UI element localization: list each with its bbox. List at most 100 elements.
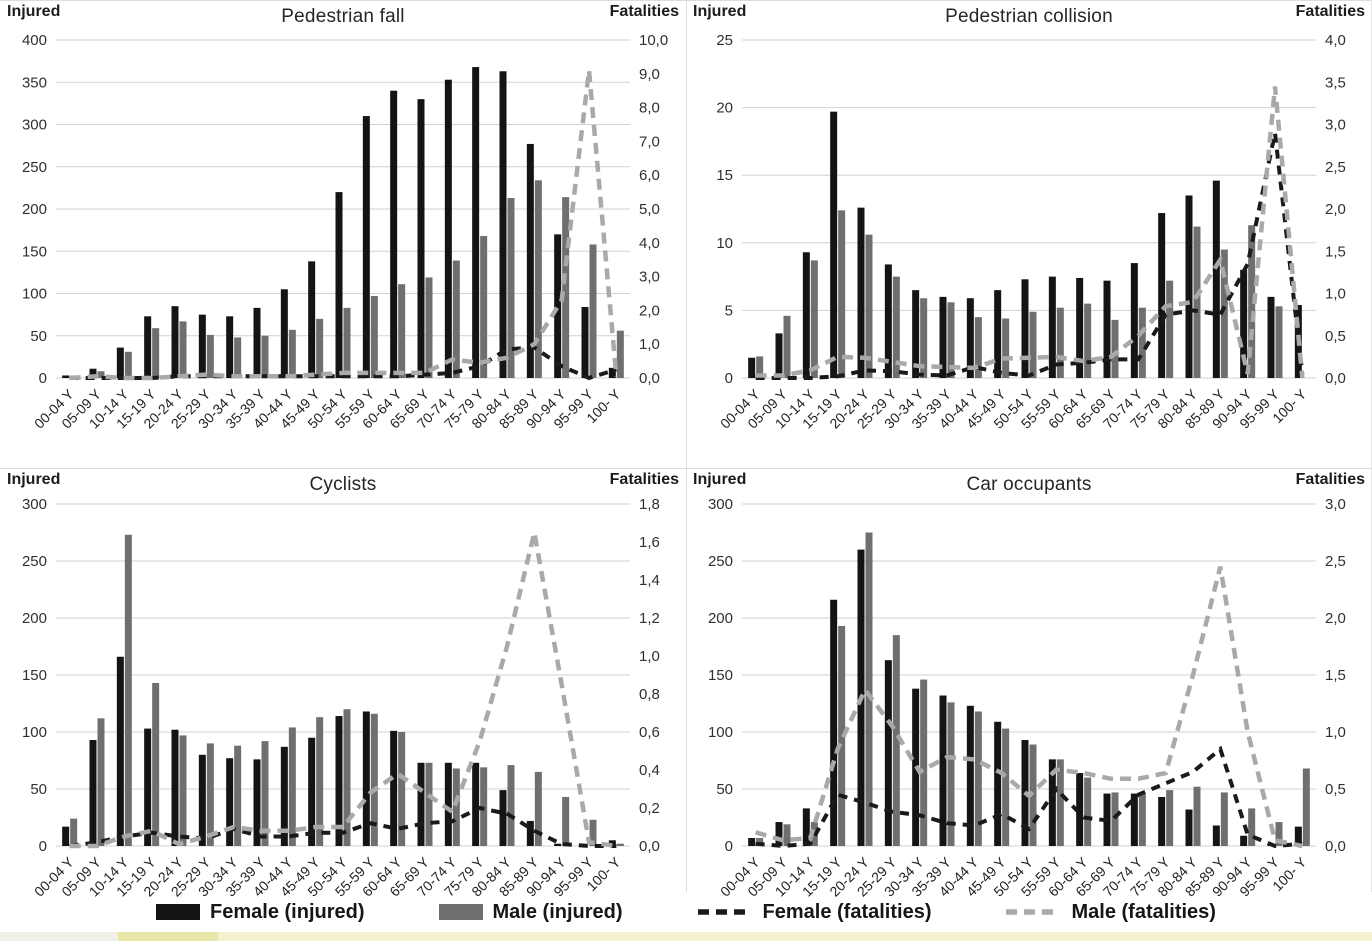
svg-text:8,0: 8,0 xyxy=(639,100,660,117)
svg-text:300: 300 xyxy=(22,496,47,513)
svg-text:3,0: 3,0 xyxy=(639,269,660,286)
svg-text:250: 250 xyxy=(708,553,733,570)
svg-text:100: 100 xyxy=(708,724,733,741)
svg-text:100: 100 xyxy=(22,286,47,303)
legend-item-male-fatalities: Male (fatalities) xyxy=(1005,900,1216,924)
right-axis-title: Fatalities xyxy=(1295,471,1365,488)
svg-text:300: 300 xyxy=(22,117,47,134)
svg-text:50: 50 xyxy=(30,781,47,798)
svg-text:2,0: 2,0 xyxy=(1325,201,1346,218)
chart-panel-pedestrian-fall: Injured Pedestrian fall Fatalities 0 50 10… xyxy=(0,0,686,468)
legend-label: Female (fatalities) xyxy=(762,900,932,923)
cyclists-chart: 0 50 100 150 200 250 300 0,0 0,2 0,4 0,6 0,8 1,0 1,2 1… xyxy=(22,496,660,900)
male-fatalities-swatch xyxy=(1005,904,1061,920)
panel-divider-horizontal xyxy=(0,468,1372,469)
svg-text:10: 10 xyxy=(716,235,733,252)
svg-text:0,0: 0,0 xyxy=(639,370,660,387)
female-fatalities-swatch xyxy=(697,904,753,920)
svg-text:1,0: 1,0 xyxy=(639,648,660,665)
svg-text:2,5: 2,5 xyxy=(1325,159,1346,176)
svg-text:20: 20 xyxy=(716,100,733,117)
chart-title: Pedestrian collision xyxy=(945,6,1113,27)
right-axis-title: Fatalities xyxy=(609,471,679,488)
svg-text:200: 200 xyxy=(22,201,47,218)
right-axis-title: Fatalities xyxy=(1295,3,1365,20)
svg-text:0,8: 0,8 xyxy=(639,686,660,703)
svg-text:10,0: 10,0 xyxy=(639,32,668,49)
svg-text:5,0: 5,0 xyxy=(639,201,660,218)
svg-text:350: 350 xyxy=(22,74,47,91)
svg-text:1,5: 1,5 xyxy=(1325,667,1346,684)
svg-text:3,0: 3,0 xyxy=(1325,117,1346,134)
male-injured-swatch xyxy=(438,904,483,920)
svg-text:0,0: 0,0 xyxy=(1325,370,1346,387)
svg-text:200: 200 xyxy=(708,610,733,627)
svg-text:1,4: 1,4 xyxy=(639,572,660,589)
legend-label: Female (injured) xyxy=(210,900,365,923)
chart-panel-pedestrian-collision: Injured Pedestrian collision Fatalities … xyxy=(686,0,1372,468)
chart-panel-car-occupants: Injured Car occupants Fatalities 0 50 100 1… xyxy=(686,468,1372,900)
svg-text:6,0: 6,0 xyxy=(639,167,660,184)
pedestrian-collision-chart: 05101520250,00,51,01,52,02,53,03,54,000-… xyxy=(716,32,1346,432)
right-axis-title: Fatalities xyxy=(609,3,679,20)
left-axis-title: Injured xyxy=(7,471,61,488)
legend-item-male-injured: Male (injured) xyxy=(438,900,623,924)
svg-text:150: 150 xyxy=(22,243,47,260)
svg-text:100: 100 xyxy=(22,724,47,741)
female-injured-swatch xyxy=(156,904,201,920)
svg-text:0,0: 0,0 xyxy=(1325,838,1346,855)
svg-text:0,5: 0,5 xyxy=(1325,328,1346,345)
svg-text:0,5: 0,5 xyxy=(1325,781,1346,798)
svg-text:0: 0 xyxy=(725,838,733,855)
svg-text:1,6: 1,6 xyxy=(639,534,660,551)
svg-text:2,0: 2,0 xyxy=(1325,610,1346,627)
svg-text:1,5: 1,5 xyxy=(1325,243,1346,260)
highlight-strip xyxy=(0,932,1372,941)
legend-item-female-fatalities: Female (fatalities) xyxy=(697,900,932,924)
svg-text:4,0: 4,0 xyxy=(639,235,660,252)
svg-text:7,0: 7,0 xyxy=(639,133,660,150)
svg-text:5: 5 xyxy=(725,302,733,319)
svg-text:250: 250 xyxy=(22,159,47,176)
svg-text:0,2: 0,2 xyxy=(639,800,660,817)
legend-label: Male (injured) xyxy=(492,900,623,923)
svg-text:9,0: 9,0 xyxy=(639,66,660,83)
svg-text:4,0: 4,0 xyxy=(1325,32,1346,49)
chart-panel-cyclists: Injured Cyclists Fatalities 0 50 100 150 200… xyxy=(0,468,686,900)
legend-label: Male (fatalities) xyxy=(1071,900,1216,923)
svg-text:0,0: 0,0 xyxy=(639,838,660,855)
chart-title: Cyclists xyxy=(309,474,377,495)
svg-text:25: 25 xyxy=(716,32,733,49)
svg-text:3,5: 3,5 xyxy=(1325,74,1346,91)
svg-text:2,0: 2,0 xyxy=(639,302,660,319)
svg-text:0,6: 0,6 xyxy=(639,724,660,741)
svg-text:50: 50 xyxy=(30,328,47,345)
panel-divider-vertical xyxy=(686,0,687,892)
highlight-strip-segment xyxy=(0,932,118,941)
svg-text:150: 150 xyxy=(708,667,733,684)
svg-text:1,8: 1,8 xyxy=(639,496,660,513)
svg-text:1,0: 1,0 xyxy=(1325,286,1346,303)
charts-grid: Injured Pedestrian fall Fatalities 0 50 10… xyxy=(0,0,1372,900)
pedestrian-fall-chart: 0 50 100 150 200 250 300 350 400 0,0 1,0 2,0 3,0 4,0 5… xyxy=(22,32,668,432)
svg-text:200: 200 xyxy=(22,610,47,627)
svg-text:0: 0 xyxy=(725,370,733,387)
svg-text:150: 150 xyxy=(22,667,47,684)
svg-text:250: 250 xyxy=(22,553,47,570)
highlight-strip-segment xyxy=(218,932,1372,941)
svg-text:0: 0 xyxy=(39,838,47,855)
car-occupants-chart: 0501001502002503000,00,51,01,52,02,53,00… xyxy=(708,496,1346,900)
svg-text:0: 0 xyxy=(39,370,47,387)
highlight-strip-segment xyxy=(118,932,218,941)
left-axis-title: Injured xyxy=(693,471,747,488)
svg-text:3,0: 3,0 xyxy=(1325,496,1346,513)
svg-text:0,4: 0,4 xyxy=(639,762,660,779)
svg-text:50: 50 xyxy=(716,781,733,798)
svg-text:1,0: 1,0 xyxy=(639,336,660,353)
svg-text:15: 15 xyxy=(716,167,733,184)
left-axis-title: Injured xyxy=(693,3,747,20)
svg-text:1,0: 1,0 xyxy=(1325,724,1346,741)
legend: Female (injured) Male (injured) Female (… xyxy=(0,892,1372,932)
svg-text:1,2: 1,2 xyxy=(639,610,660,627)
